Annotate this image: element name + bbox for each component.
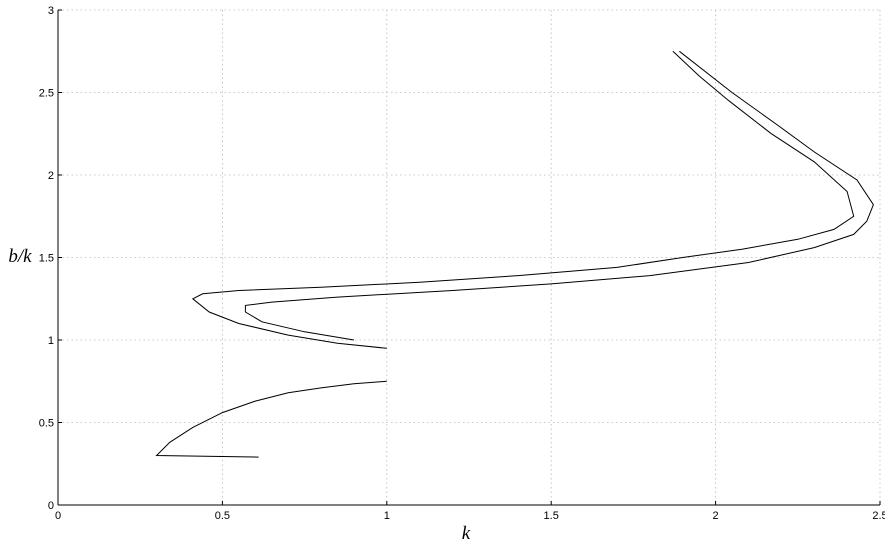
y-tick-label: 1.5 [39,253,54,265]
series-line-3 [244,50,874,341]
series-layer [155,50,874,458]
series-line-2 [191,50,855,349]
y-tick-label: 1 [48,335,54,347]
x-tick-label: 2.5 [872,510,885,522]
x-tick-label: 1 [384,510,390,522]
grid [58,9,881,505]
x-tick-label: 2 [713,510,719,522]
y-tick-label: 2 [48,170,54,182]
y-tick-label: 0 [48,500,54,512]
x-axis-label: k [462,523,471,542]
y-tick-label: 0.5 [39,418,54,430]
x-tick-label: 0 [55,510,61,522]
series-line-1 [155,380,387,458]
y-axis-label: b/k [8,246,32,267]
ticks: 0 0.5 1 1.5 2 2.5 0 0.5 1 1.5 2 2.5 3 [39,5,885,522]
x-tick-label: 1.5 [544,510,559,522]
y-tick-label: 3 [48,5,54,17]
y-tick-label: 2.5 [39,88,54,100]
x-tick-label: 0.5 [215,510,230,522]
